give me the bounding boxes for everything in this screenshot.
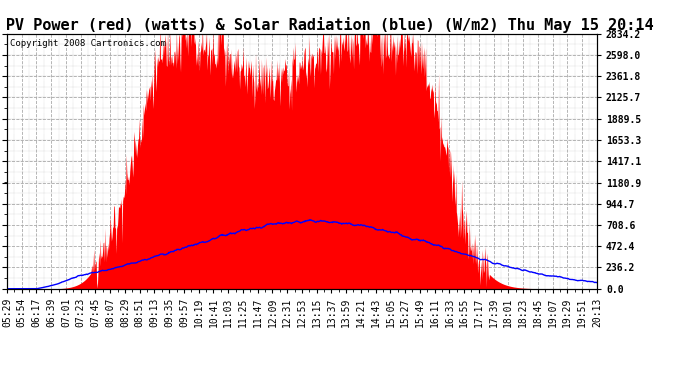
Text: Copyright 2008 Cartronics.com: Copyright 2008 Cartronics.com xyxy=(10,39,166,48)
Title: Total PV Power (red) (watts) & Solar Radiation (blue) (W/m2) Thu May 15 20:14: Total PV Power (red) (watts) & Solar Rad… xyxy=(0,16,653,33)
